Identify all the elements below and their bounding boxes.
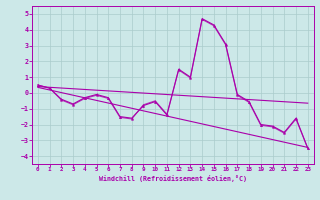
X-axis label: Windchill (Refroidissement éolien,°C): Windchill (Refroidissement éolien,°C): [99, 175, 247, 182]
